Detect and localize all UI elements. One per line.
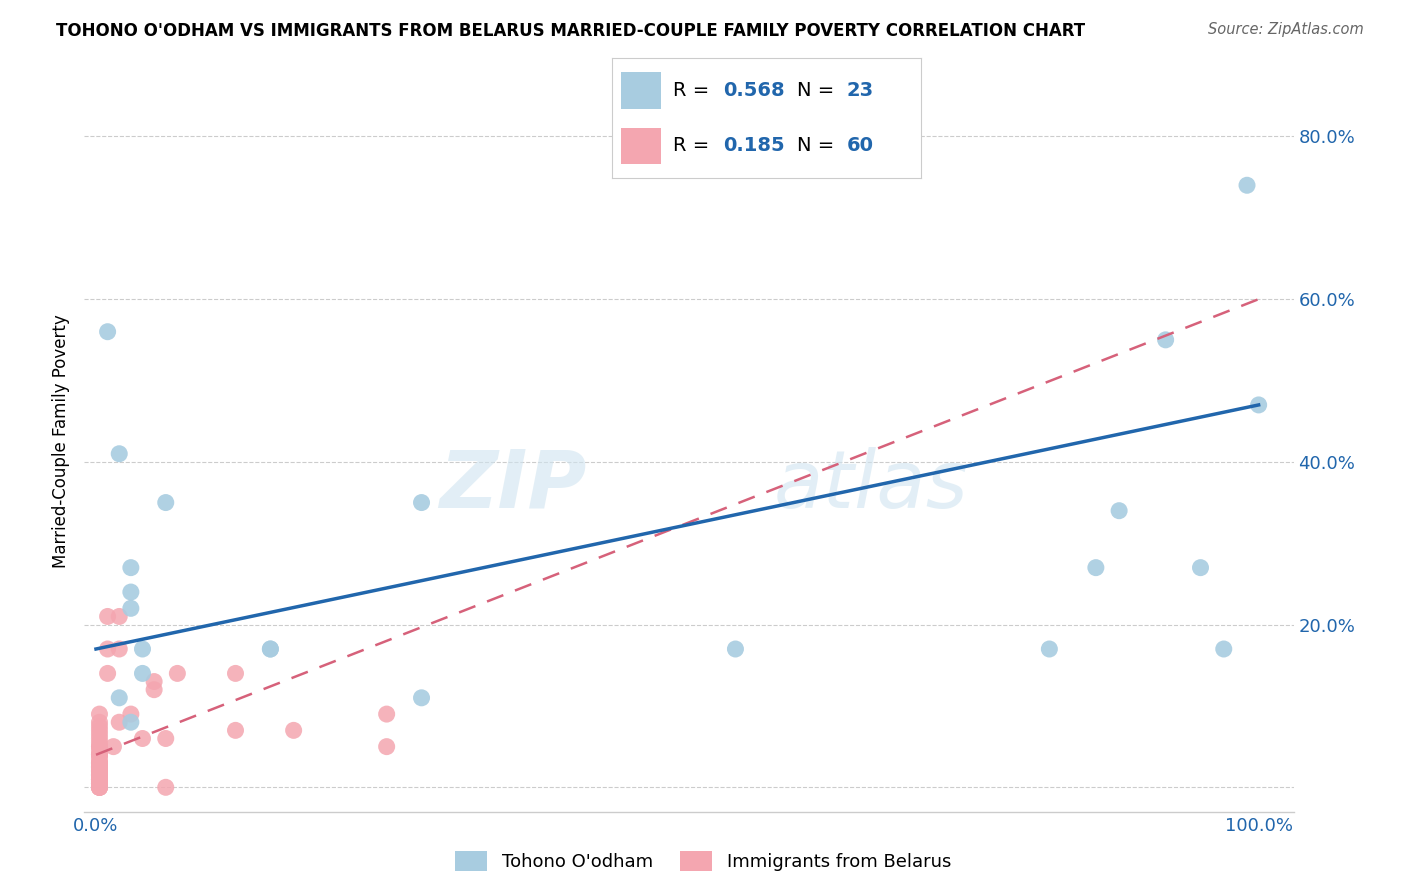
Point: [89, 776, 111, 790]
Point: [143, 682, 166, 697]
Point: [89, 772, 111, 787]
Point: [120, 715, 142, 730]
Point: [97, 666, 120, 681]
Point: [89, 780, 111, 795]
Point: [89, 756, 111, 770]
Text: Source: ZipAtlas.com: Source: ZipAtlas.com: [1208, 22, 1364, 37]
Point: [89, 764, 111, 778]
Point: [89, 776, 111, 790]
Text: 23: 23: [846, 81, 873, 100]
Point: [120, 707, 142, 722]
Point: [89, 747, 111, 762]
Point: [225, 666, 247, 681]
Point: [259, 642, 281, 657]
Point: [89, 780, 111, 795]
Point: [89, 727, 111, 741]
Point: [1108, 504, 1130, 518]
Point: [143, 674, 166, 689]
Point: [89, 772, 111, 787]
Text: 60: 60: [846, 136, 873, 155]
Point: [131, 642, 153, 657]
Point: [108, 609, 131, 624]
Point: [1154, 333, 1177, 347]
Point: [411, 495, 433, 509]
Point: [108, 447, 131, 461]
Point: [89, 756, 111, 770]
Point: [131, 666, 153, 681]
Text: N =: N =: [797, 81, 841, 100]
Point: [166, 666, 188, 681]
Point: [1212, 642, 1234, 657]
Text: ZIP: ZIP: [439, 447, 586, 525]
Point: [89, 764, 111, 778]
Point: [155, 495, 177, 509]
Point: [89, 747, 111, 762]
Point: [89, 780, 111, 795]
Point: [89, 768, 111, 782]
Point: [1247, 398, 1270, 412]
Point: [155, 780, 177, 795]
Y-axis label: Married-Couple Family Poverty: Married-Couple Family Poverty: [52, 315, 70, 568]
Point: [724, 642, 747, 657]
Point: [89, 747, 111, 762]
Point: [89, 772, 111, 787]
Point: [89, 768, 111, 782]
Point: [120, 601, 142, 615]
Point: [97, 325, 120, 339]
Point: [1084, 560, 1107, 574]
Text: R =: R =: [673, 136, 716, 155]
Point: [103, 739, 125, 754]
Point: [108, 642, 131, 657]
Point: [89, 772, 111, 787]
Point: [89, 776, 111, 790]
Point: [89, 764, 111, 778]
Point: [120, 585, 142, 599]
Point: [283, 723, 305, 738]
Point: [89, 739, 111, 754]
Point: [155, 731, 177, 746]
Point: [411, 690, 433, 705]
Point: [89, 768, 111, 782]
Text: R =: R =: [673, 81, 716, 100]
Point: [89, 719, 111, 733]
Point: [120, 560, 142, 574]
Point: [89, 744, 111, 758]
Point: [89, 752, 111, 766]
Point: [1236, 178, 1258, 193]
Text: 0.185: 0.185: [723, 136, 785, 155]
Point: [375, 739, 398, 754]
Point: [89, 780, 111, 795]
Legend: Tohono O'odham, Immigrants from Belarus: Tohono O'odham, Immigrants from Belarus: [447, 844, 959, 879]
Text: atlas: atlas: [773, 447, 969, 525]
Point: [108, 690, 131, 705]
Point: [89, 772, 111, 787]
Point: [225, 723, 247, 738]
Point: [89, 760, 111, 774]
Text: TOHONO O'ODHAM VS IMMIGRANTS FROM BELARUS MARRIED-COUPLE FAMILY POVERTY CORRELAT: TOHONO O'ODHAM VS IMMIGRANTS FROM BELARU…: [56, 22, 1085, 40]
Point: [89, 776, 111, 790]
Point: [89, 735, 111, 749]
Point: [89, 768, 111, 782]
Point: [89, 760, 111, 774]
Point: [89, 780, 111, 795]
FancyBboxPatch shape: [621, 72, 661, 109]
Point: [97, 609, 120, 624]
Point: [1038, 642, 1060, 657]
Point: [89, 723, 111, 738]
Point: [89, 707, 111, 722]
Text: 0.568: 0.568: [723, 81, 785, 100]
Point: [131, 731, 153, 746]
Point: [89, 731, 111, 746]
Point: [259, 642, 281, 657]
Point: [89, 756, 111, 770]
Text: N =: N =: [797, 136, 841, 155]
Point: [375, 707, 398, 722]
Point: [108, 715, 131, 730]
Point: [97, 642, 120, 657]
FancyBboxPatch shape: [621, 128, 661, 164]
Point: [89, 715, 111, 730]
Point: [89, 739, 111, 754]
Point: [89, 760, 111, 774]
Point: [1189, 560, 1212, 574]
